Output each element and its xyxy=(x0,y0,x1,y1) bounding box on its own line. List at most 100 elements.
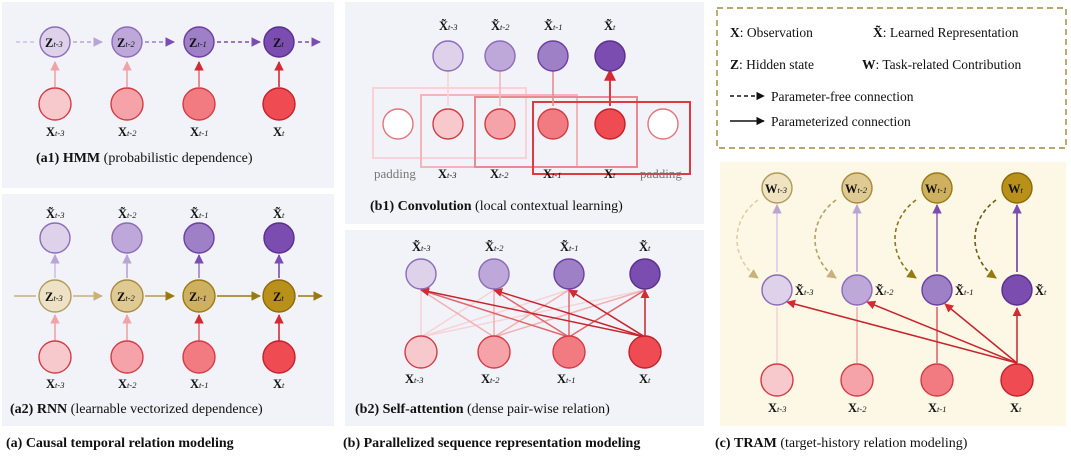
legend-hidden-state: Z: Hidden state xyxy=(730,57,814,72)
svg-text:Zt-3: Zt-3 xyxy=(45,36,63,50)
svg-text:Xt-2: Xt-2 xyxy=(481,372,500,386)
svg-text:Xt-3: Xt-3 xyxy=(438,167,456,181)
hmm-hidden-labels: Zt-3 Zt-2 Zt-1 Zt xyxy=(45,36,284,50)
svg-text:Xt-2: Xt-2 xyxy=(118,377,137,391)
padding-right-label: padding xyxy=(640,166,682,181)
rnn-edges xyxy=(14,254,323,341)
attention-edges xyxy=(420,287,650,338)
svg-text:Xt-2: Xt-2 xyxy=(490,167,509,181)
tram-target-edges xyxy=(786,299,1022,364)
legend-task-contribution: W: Task-related Contribution xyxy=(862,57,1022,72)
attention-representation-labels: X̃t-3 X̃t-2 X̃t-1 X̃t xyxy=(412,240,651,254)
svg-text:Xt: Xt xyxy=(273,125,285,139)
svg-text:Wt-3: Wt-3 xyxy=(765,182,787,196)
legend: X: Observation X̃: Learned Representatio… xyxy=(716,7,1067,149)
svg-text:Xt-1: Xt-1 xyxy=(557,372,575,386)
rnn-hidden-nodes xyxy=(38,279,296,313)
svg-text:X̃t-1: X̃t-1 xyxy=(560,240,578,254)
svg-text:Wt-1: Wt-1 xyxy=(925,182,947,196)
svg-text:X̃t: X̃t xyxy=(1035,284,1047,298)
svg-text:X̃t-3: X̃t-3 xyxy=(795,284,813,298)
tram-diagram: Wt-3 Wt-2 Wt-1 Wt X̃t-3 X̃t-2 X̃t-1 X̃t … xyxy=(736,172,1047,415)
svg-text:Wt: Wt xyxy=(1008,182,1024,196)
attention-representation-nodes xyxy=(405,258,661,290)
svg-text:Xt-3: Xt-3 xyxy=(46,125,64,139)
panel-a2-caption: (a2) RNN (learnable vectorized dependenc… xyxy=(10,402,263,417)
svg-text:Zt-2: Zt-2 xyxy=(117,290,136,304)
conv-input-nodes xyxy=(382,108,679,140)
svg-text:X̃t: X̃t xyxy=(273,207,285,221)
svg-text:Zt: Zt xyxy=(273,290,284,304)
legend-learned-representation: X̃: Learned Representation xyxy=(873,25,1019,40)
self-attention-diagram: X̃t-3 X̃t-2 X̃t-1 X̃t Xt-3 Xt-2 Xt-1 Xt … xyxy=(355,240,662,417)
rnn-hidden-labels: Zt-3 Zt-2 Zt-1 Zt xyxy=(45,290,284,304)
panel-b1-caption: (b1) Convolution (local contextual learn… xyxy=(370,199,623,214)
conv-edges xyxy=(447,68,616,106)
rnn-diagram: X̃t-3 X̃t-2 X̃t-1 X̃t Zt-3 Zt-2 Zt-1 Zt … xyxy=(10,207,323,417)
svg-text:Xt-1: Xt-1 xyxy=(190,377,208,391)
svg-text:Zt-1: Zt-1 xyxy=(189,36,207,50)
hmm-diagram: Zt-3 Zt-2 Zt-1 Zt Xt-3 Xt-2 Xt-1 Xt (a1)… xyxy=(16,26,321,166)
hmm-edges xyxy=(16,37,321,87)
svg-text:Xt-1: Xt-1 xyxy=(190,125,208,139)
caption-c: (c) TRAM (target-history relation modeli… xyxy=(715,436,968,451)
tram-up-edges xyxy=(772,204,1022,363)
svg-text:Zt-1: Zt-1 xyxy=(189,290,207,304)
convolution-diagram: X̃t-3 X̃t-2 X̃t-1 X̃t padding Xt-3 Xt-2 … xyxy=(370,19,691,214)
tram-representation-labels: X̃t-3 X̃t-2 X̃t-1 X̃t xyxy=(795,284,1047,298)
conv-window-boxes xyxy=(372,87,691,175)
svg-text:Zt-2: Zt-2 xyxy=(117,36,136,50)
rnn-observation-nodes xyxy=(38,340,296,374)
rnn-representation-labels: X̃t-3 X̃t-2 X̃t-1 X̃t xyxy=(46,207,285,221)
svg-text:X̃t-3: X̃t-3 xyxy=(439,19,457,33)
tram-contribution-labels: Wt-3 Wt-2 Wt-1 Wt xyxy=(765,182,1024,196)
svg-text:X̃t-1: X̃t-1 xyxy=(544,19,562,33)
svg-text:Xt: Xt xyxy=(639,372,651,386)
svg-text:X̃t-1: X̃t-1 xyxy=(955,284,973,298)
caption-a: (a) Causal temporal relation modeling xyxy=(6,436,234,451)
tram-contribution-nodes xyxy=(761,172,1033,204)
conv-representation-labels: X̃t-3 X̃t-2 X̃t-1 X̃t xyxy=(439,19,616,33)
conv-input-labels: padding Xt-3 Xt-2 Xt-1 Xt padding xyxy=(374,166,682,181)
hmm-hidden-nodes xyxy=(39,26,295,58)
svg-text:Xt: Xt xyxy=(1010,401,1022,415)
svg-text:X̃t-3: X̃t-3 xyxy=(46,207,64,221)
legend-border xyxy=(716,7,1067,149)
legend-parameterized: Parameterized connection xyxy=(771,114,911,129)
svg-text:Xt: Xt xyxy=(604,167,616,181)
svg-text:Wt-2: Wt-2 xyxy=(845,182,868,196)
svg-text:Xt-1: Xt-1 xyxy=(928,401,946,415)
panel-a1-caption: (a1) HMM (probabilistic dependence) xyxy=(36,151,253,166)
svg-text:Xt: Xt xyxy=(273,377,285,391)
svg-text:Xt-2: Xt-2 xyxy=(848,401,867,415)
legend-observation: X: Observation xyxy=(730,25,813,40)
legend-parameter-free: Parameter-free connection xyxy=(771,89,914,104)
attention-input-nodes xyxy=(404,335,662,369)
hmm-observation-labels: Xt-3 Xt-2 Xt-1 Xt xyxy=(46,125,285,139)
svg-text:Zt-3: Zt-3 xyxy=(45,290,63,304)
conv-representation-nodes xyxy=(432,40,626,72)
attention-input-labels: Xt-3 Xt-2 Xt-1 Xt xyxy=(405,372,651,386)
svg-text:X̃t-2: X̃t-2 xyxy=(491,19,510,33)
rnn-observation-labels: Xt-3 Xt-2 Xt-1 Xt xyxy=(46,377,285,391)
svg-text:Xt-3: Xt-3 xyxy=(46,377,64,391)
hmm-observation-nodes xyxy=(38,87,296,121)
caption-b: (b) Parallelized sequence representation… xyxy=(343,436,640,451)
svg-text:Xt-3: Xt-3 xyxy=(405,372,423,386)
tram-observation-nodes xyxy=(760,363,1034,397)
rnn-representation-nodes xyxy=(39,222,295,254)
tram-representation-nodes xyxy=(761,274,1033,306)
svg-text:X̃t-1: X̃t-1 xyxy=(190,207,208,221)
panel-b2-caption: (b2) Self-attention (dense pair-wise rel… xyxy=(355,402,610,417)
padding-left-label: padding xyxy=(374,166,416,181)
svg-text:Xt-1: Xt-1 xyxy=(543,167,561,181)
svg-text:X̃t-2: X̃t-2 xyxy=(875,284,894,298)
svg-text:X̃t-2: X̃t-2 xyxy=(118,207,137,221)
svg-text:Zt: Zt xyxy=(273,36,284,50)
svg-text:X̃t-2: X̃t-2 xyxy=(485,240,504,254)
svg-text:Xt-2: Xt-2 xyxy=(118,125,137,139)
svg-text:X̃t: X̃t xyxy=(604,19,616,33)
tram-observation-labels: Xt-3 Xt-2 Xt-1 Xt xyxy=(768,401,1022,415)
svg-text:X̃t: X̃t xyxy=(639,240,651,254)
